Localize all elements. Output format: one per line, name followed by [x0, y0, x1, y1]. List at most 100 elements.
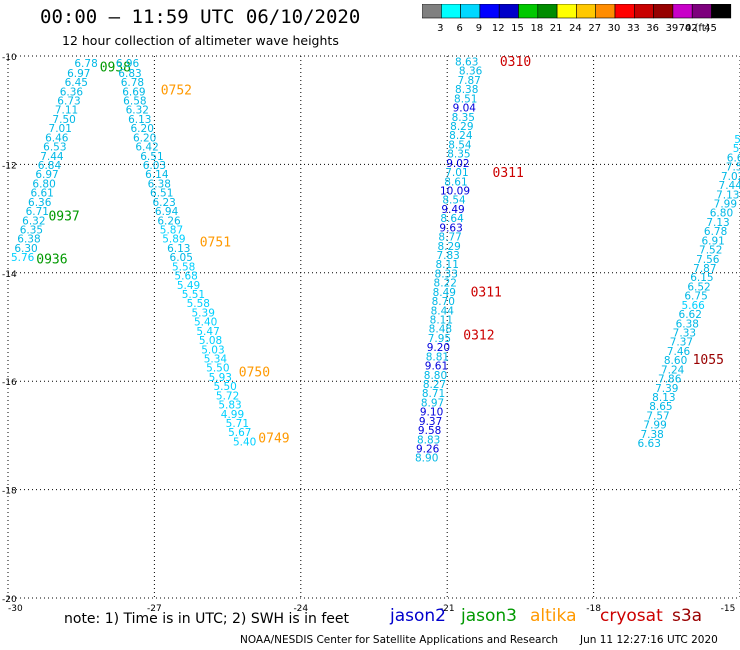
- wave-height-value: 6.14: [145, 169, 169, 181]
- wave-height-value: 6.58: [123, 96, 146, 108]
- wave-height-value: 7.11: [55, 105, 78, 117]
- wave-height-value: 5.76: [11, 252, 35, 264]
- pass-time-label: 0311: [493, 166, 524, 181]
- colorbar-label: 70 (ft): [679, 23, 710, 34]
- wave-height-value: 5.89: [162, 234, 185, 246]
- wave-height-value: 7.87: [693, 263, 716, 275]
- wave-height-value: 9.04: [453, 103, 477, 115]
- wave-height-value: 7.44: [719, 180, 740, 192]
- colorbar-label: 15: [511, 23, 524, 34]
- footer-note: note: 1) Time is in UTC; 2) SWH is in fe…: [64, 611, 350, 627]
- page-subtitle: 12 hour collection of altimeter wave hei…: [62, 33, 339, 48]
- wave-height-value: 7.57: [646, 410, 669, 422]
- wave-height-value: 7.99: [714, 199, 737, 211]
- wave-height-value: 5.34: [204, 354, 228, 366]
- wave-height-value: 6.84: [38, 160, 62, 172]
- wave-height-value: 8.70: [432, 296, 455, 308]
- wave-height-value: 8.60: [664, 355, 687, 367]
- wave-height-value: 5: [734, 134, 740, 146]
- wave-height-value: 7.37: [670, 337, 693, 349]
- legend-altika: altika: [530, 606, 577, 626]
- wave-height-value: 9.58: [418, 425, 441, 437]
- wave-height-value: 6.36: [28, 197, 52, 209]
- wave-height-value: 8.38: [455, 84, 478, 96]
- wave-height-value: 6.35: [20, 225, 43, 237]
- y-tick-label: -10: [2, 53, 17, 63]
- wave-height-value: 6.51: [150, 188, 173, 200]
- credit: NOAA/NESDIS Center for Satellite Applica…: [240, 634, 558, 646]
- x-tick-label: -21: [440, 604, 455, 614]
- wave-height-value: 7.86: [658, 374, 682, 386]
- wave-height-value: 5.58: [172, 261, 195, 273]
- wave-height-value: 6.78: [704, 226, 727, 238]
- wave-height-value: 9.10: [420, 407, 443, 419]
- wave-height-value: 6.30: [14, 243, 37, 255]
- colorbar-label: 30: [608, 23, 621, 34]
- wave-height-value: 8.77: [438, 232, 461, 244]
- pass-time-label: 0310: [500, 55, 531, 70]
- wave-height-value: 8.51: [454, 93, 477, 105]
- wave-height-value: 5.58: [187, 298, 210, 310]
- wave-height-value: 7.50: [52, 114, 75, 126]
- colorbar-label: 39: [666, 23, 679, 34]
- wave-height-value: 5.71: [226, 418, 249, 430]
- y-tick-label: -20: [2, 595, 17, 605]
- wave-height-value: 8.29: [437, 241, 460, 253]
- wave-height-value: 8.35: [447, 149, 470, 161]
- wave-height-value: 7.13: [706, 217, 729, 229]
- wave-height-value: 7.99: [643, 420, 666, 432]
- wave-height-value: 6.71: [26, 206, 49, 218]
- legend-s3a: s3a: [672, 606, 703, 626]
- y-tick-label: -14: [2, 270, 17, 280]
- colorbar-label: 9: [476, 23, 482, 34]
- wave-height-value: 7.13: [716, 189, 739, 201]
- wave-height-value: 8.24: [449, 130, 473, 142]
- x-tick-label: -18: [586, 604, 601, 614]
- wave-height-value: 8.11: [436, 259, 459, 271]
- pass-time-label: 0312: [463, 329, 494, 344]
- wave-height-value: 8.44: [431, 305, 455, 317]
- wave-height-value: 6.61: [30, 188, 53, 200]
- wave-height-value: 6.26: [157, 215, 181, 227]
- wave-height-value: 5.03: [201, 344, 224, 356]
- wave-height-value: 5.68: [174, 271, 197, 283]
- wave-height-value: 4.99: [221, 409, 244, 421]
- pass-time-label: 0937: [48, 209, 79, 224]
- wave-height-value: 5.49: [177, 280, 200, 292]
- wave-height-value: 6.83: [118, 68, 141, 80]
- wave-height-value: 6.96: [116, 58, 140, 70]
- wave-height-value: 8.48: [429, 324, 452, 336]
- wave-height-value: 7.5: [726, 162, 740, 174]
- pass-time-label: 0938: [100, 60, 131, 75]
- x-tick-label: -30: [8, 604, 23, 614]
- wave-height-value: 5: [733, 143, 740, 155]
- wave-height-value: 7.01: [445, 167, 468, 179]
- wave-height-value: 6.13: [128, 114, 151, 126]
- wave-height-value: 8.29: [450, 121, 473, 133]
- wave-height-value: 6.15: [690, 272, 713, 284]
- wave-height-value: 8.81: [426, 351, 449, 363]
- wave-height-value: 5.67: [228, 427, 251, 439]
- wave-height-value: 6.42: [135, 142, 158, 154]
- wave-height-value: 6.32: [22, 215, 45, 227]
- wave-height-value: 6.53: [43, 142, 66, 154]
- colorbar-label: 45: [704, 23, 717, 34]
- wave-height-value: 8.80: [424, 370, 447, 382]
- colorbar-label: 6: [456, 23, 462, 34]
- wave-height-value: 8.61: [444, 176, 467, 188]
- wave-height-value: 6.80: [710, 208, 733, 220]
- legend-jason3: jason3: [461, 606, 517, 626]
- wave-height-value: 7.38: [640, 429, 663, 441]
- wave-height-value: 6.97: [35, 169, 58, 181]
- wave-height-value: 6.78: [121, 77, 144, 89]
- wave-height-value: 9.26: [416, 443, 440, 455]
- wave-height-value: 9.02: [446, 158, 469, 170]
- wave-height-value: 8.54: [442, 195, 466, 207]
- wave-height-value: 5.47: [196, 326, 219, 338]
- wave-height-value: 6.91: [701, 235, 724, 247]
- wave-height-value: 7.56: [696, 254, 720, 266]
- wave-height-value: 9.37: [419, 416, 442, 428]
- wave-height-value: 6.20: [133, 132, 156, 144]
